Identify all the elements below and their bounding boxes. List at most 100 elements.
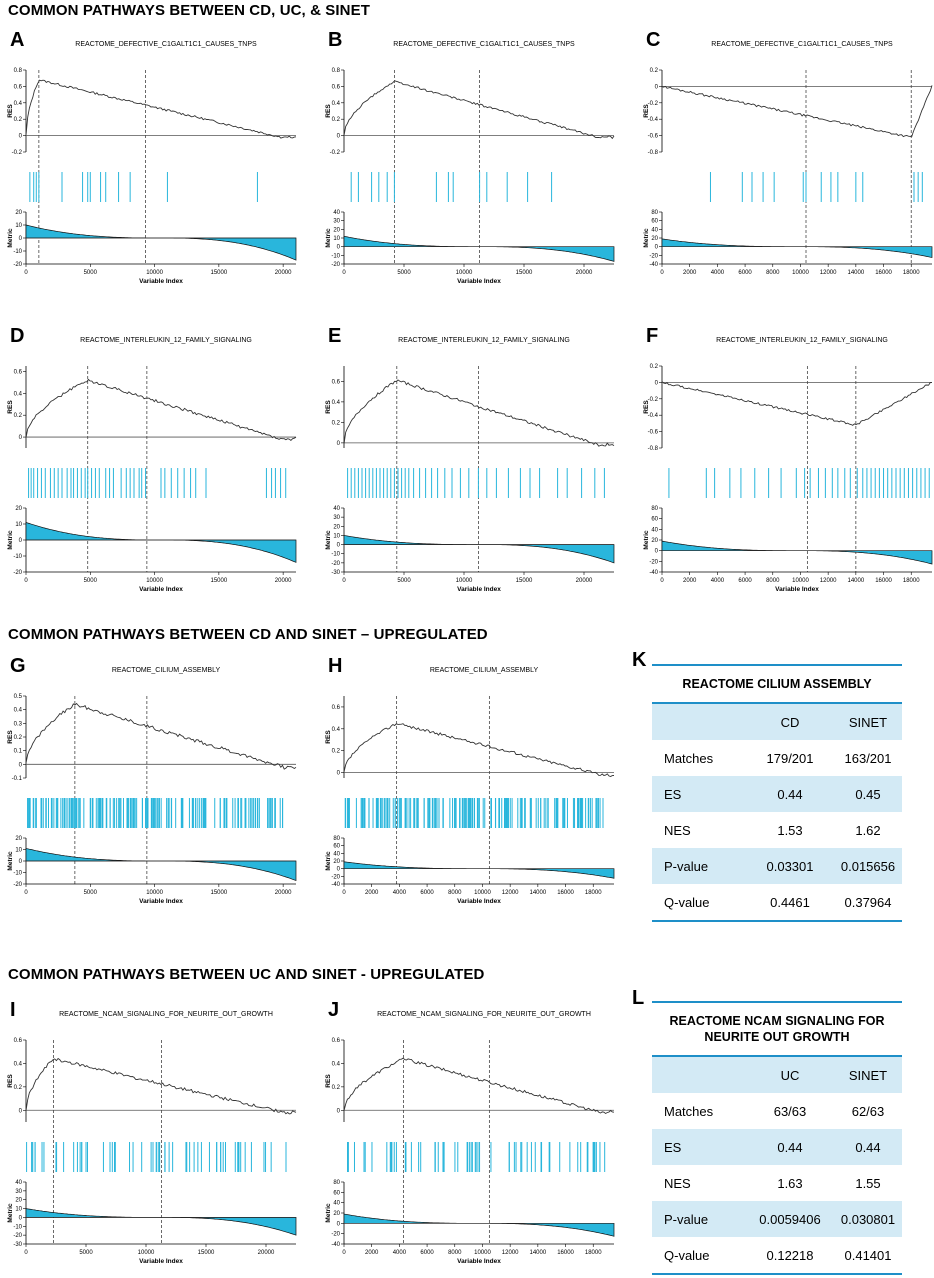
metric-tick-label: 80: [651, 506, 658, 512]
res-tick-label: 0.4: [14, 101, 23, 107]
x-tick-label: 16000: [557, 890, 574, 896]
metric-tick-label: 20: [333, 859, 340, 865]
x-axis-label: Variable Index: [457, 1258, 501, 1265]
panel-label: I: [10, 999, 16, 1021]
x-axis-label: Variable Index: [775, 586, 819, 593]
metric-tick-label: 40: [333, 851, 340, 857]
metric-tick-label: -20: [13, 882, 22, 888]
table-k-title: REACTOME CILIUM ASSEMBLY: [652, 664, 902, 704]
table-cell: 0.12218: [766, 1247, 814, 1263]
table-row: ES 0.44 0.45: [652, 776, 902, 812]
metric-axis-label: Metric: [7, 1203, 14, 1223]
x-tick-label: 5000: [397, 270, 411, 276]
results-table-k: REACTOME CILIUM ASSEMBLY CD SINET Matche…: [652, 664, 902, 922]
panel-label: F: [646, 325, 658, 347]
res-tick-label: 0.4: [332, 101, 341, 107]
res-curve: [343, 723, 615, 777]
res-axis-label: RES: [7, 1074, 14, 1088]
gsea-panel-c: C REACTOME_DEFECTIVE_C1GALT1C1_CAUSES_TNP…: [643, 29, 933, 276]
metric-area: [343, 235, 615, 262]
gsea-panel-f: F REACTOME_INTERLEUKIN_12_FAMILY_SIGNALIN…: [643, 325, 933, 593]
x-tick-label: 12000: [820, 270, 837, 276]
x-tick-label: 6000: [420, 890, 434, 896]
table-cell: 0.37964: [844, 894, 892, 910]
table-cell: 0.015656: [840, 858, 896, 874]
x-tick-label: 0: [342, 270, 346, 276]
res-axis-label: RES: [325, 730, 332, 744]
res-tick-label: 0: [337, 771, 341, 777]
metric-tick-label: -40: [331, 882, 340, 888]
res-tick-label: 0.4: [332, 727, 341, 733]
x-axis-label: Variable Index: [139, 1258, 183, 1265]
metric-tick-label: 30: [15, 1189, 22, 1195]
res-curve: [25, 79, 297, 139]
table-cell: 0.030801: [840, 1211, 896, 1227]
res-tick-label: 0.4: [14, 708, 23, 714]
x-axis-label: Variable Index: [457, 586, 501, 593]
res-tick-label: -0.1: [12, 776, 23, 782]
table-l-header-row: UC SINET: [652, 1057, 902, 1093]
x-tick-label: 4000: [393, 890, 407, 896]
x-tick-label: 15000: [211, 270, 228, 276]
res-tick-label: 0: [655, 84, 659, 90]
table-cell: 1.53: [777, 822, 803, 838]
table-k-bottom-rule: [652, 920, 902, 922]
x-axis-label: Variable Index: [457, 898, 501, 905]
panel-label: K: [632, 649, 647, 671]
x-tick-label: 15000: [198, 1250, 215, 1256]
metric-tick-label: 60: [651, 517, 658, 523]
x-tick-label: 10000: [792, 270, 809, 276]
x-axis-label: Variable Index: [457, 278, 501, 285]
metric-tick-label: 40: [333, 506, 340, 512]
x-tick-label: 6000: [420, 1250, 434, 1256]
metric-area: [25, 224, 297, 261]
chart-title: REACTOME_DEFECTIVE_C1GALT1C1_CAUSES_TNPS: [75, 41, 257, 48]
metric-axis-label: Metric: [643, 228, 650, 248]
res-tick-label: -0.4: [648, 413, 659, 419]
metric-tick-label: -20: [13, 570, 22, 576]
x-tick-label: 14000: [530, 890, 547, 896]
panel-label: B: [328, 29, 342, 51]
res-tick-label: 0.6: [332, 705, 341, 711]
metric-tick-label: 0: [19, 1215, 23, 1221]
table-row: P-value 0.0059406 0.030801: [652, 1201, 902, 1237]
table-row: NES 1.63 1.55: [652, 1165, 902, 1201]
metric-area: [661, 238, 933, 258]
res-tick-label: 0.4: [332, 400, 341, 406]
res-tick-label: -0.2: [648, 397, 659, 403]
res-tick-label: -0.2: [12, 150, 23, 156]
res-curve: [343, 379, 615, 447]
x-tick-label: 12000: [502, 1250, 519, 1256]
table-cell: P-value: [664, 858, 709, 874]
metric-tick-label: 40: [15, 1180, 22, 1186]
res-curve: [661, 381, 932, 426]
x-tick-label: 8000: [766, 270, 780, 276]
metric-axis-label: Metric: [325, 228, 332, 248]
metric-tick-label: -10: [13, 871, 22, 877]
metric-tick-label: -40: [331, 1242, 340, 1248]
res-tick-label: 0.2: [650, 68, 659, 74]
panel-label: L: [632, 987, 644, 1009]
res-tick-label: 0.8: [14, 68, 23, 74]
panel-label: G: [10, 655, 26, 677]
chart-title: REACTOME_NCAM_SIGNALING_FOR_NEURITE_OUT_…: [59, 1011, 273, 1018]
metric-tick-label: -10: [331, 552, 340, 558]
res-tick-label: 0.6: [332, 1038, 341, 1044]
res-tick-label: 0.3: [14, 721, 23, 727]
table-cell: NES: [664, 1175, 691, 1191]
metric-tick-label: -20: [649, 253, 658, 259]
x-tick-label: 20000: [576, 270, 593, 276]
res-tick-label: 0.2: [14, 1085, 23, 1091]
metric-tick-label: 10: [333, 236, 340, 242]
chart-title: REACTOME_CILIUM_ASSEMBLY: [430, 667, 539, 674]
section-title-1: COMMON PATHWAYS BETWEEN CD, UC, & SINET: [8, 2, 370, 19]
x-tick-label: 5000: [79, 1250, 93, 1256]
metric-tick-label: 0: [337, 245, 341, 251]
res-tick-label: 0: [655, 380, 659, 386]
res-tick-label: 0.5: [14, 694, 23, 700]
table-cell: 163/201: [844, 750, 892, 766]
x-tick-label: 20000: [275, 890, 292, 896]
table-cell: Q-value: [664, 894, 710, 910]
gsea-panel-j: J REACTOME_NCAM_SIGNALING_FOR_NEURITE_OUT…: [325, 999, 615, 1265]
res-tick-label: 0: [19, 435, 23, 441]
